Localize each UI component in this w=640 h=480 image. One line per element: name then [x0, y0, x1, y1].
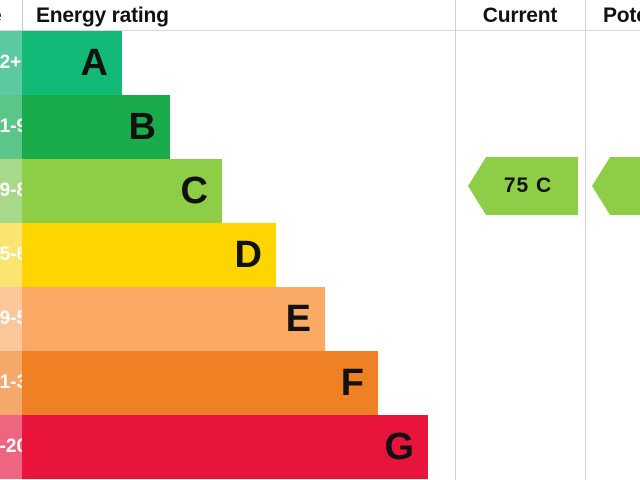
score-range-label: 39-54 — [0, 308, 22, 329]
current-rating-value: 75 C — [503, 174, 553, 197]
score-range-a: 92+ — [0, 31, 22, 95]
score-range-d: 55-68 — [0, 223, 22, 287]
header-current-label: Current — [482, 3, 558, 27]
header-bottom-divider — [22, 30, 640, 31]
score-range-b: 81-91 — [0, 95, 22, 159]
rating-bar-d: D — [22, 223, 276, 287]
header-score-label: e — [0, 4, 2, 28]
rating-band-b: 81-91 B — [0, 95, 640, 159]
rating-band-f: 21-38 F — [0, 351, 640, 415]
header-current-column: Current — [455, 0, 585, 31]
score-range-label: 55-68 — [0, 244, 22, 265]
rating-band-e: 39-54 E — [0, 287, 640, 351]
rating-bar-letter: E — [285, 297, 311, 340]
rating-bar-letter: C — [180, 169, 208, 212]
current-rating-arrow: 75 C — [468, 157, 578, 215]
rating-bar-c: C — [22, 159, 222, 223]
rating-band-d: 55-68 D — [0, 223, 640, 287]
rating-bar-letter: B — [128, 105, 156, 148]
rating-bar-e: E — [22, 287, 325, 351]
score-range-f: 21-38 — [0, 351, 22, 415]
rating-band-a: 92+ A — [0, 31, 640, 95]
rating-bar-a: A — [22, 31, 122, 95]
header-energy-rating-column: Energy rating — [36, 0, 169, 31]
header-potential-label: Potential — [603, 3, 640, 27]
score-range-label: 69-80 — [0, 180, 22, 201]
rating-band-g: 1-20 G — [0, 415, 640, 479]
divider-score-rating — [22, 0, 23, 31]
score-range-label: 21-38 — [0, 372, 22, 393]
rating-bar-letter: F — [340, 361, 364, 404]
rating-bar-letter: A — [80, 41, 108, 84]
rating-bar-b: B — [22, 95, 170, 159]
rating-band-c: 69-80 C — [0, 159, 640, 223]
score-range-label: 92+ — [0, 52, 22, 73]
rating-bar-f: F — [22, 351, 378, 415]
header-score-column: e — [0, 0, 22, 31]
score-range-c: 69-80 — [0, 159, 22, 223]
table-header: e Energy rating Current Potential — [0, 0, 640, 31]
rating-bar-letter: D — [234, 233, 262, 276]
score-range-label: 1-20 — [0, 436, 22, 457]
header-potential-column: Potential — [585, 0, 640, 31]
rating-bar-g: G — [22, 415, 428, 479]
divider-current-potential — [585, 0, 586, 480]
divider-rating-current — [455, 0, 456, 480]
score-range-e: 39-54 — [0, 287, 22, 351]
score-range-label: 81-91 — [0, 116, 22, 137]
header-bottom-divider-score — [0, 30, 22, 31]
rating-bands: 92+ A 81-91 B 69-80 C 55-68 D 39-54 E 21-38 F 1-20 G — [0, 31, 640, 480]
rating-bar-letter: G — [384, 425, 414, 468]
header-energy-rating-label: Energy rating — [36, 3, 169, 27]
score-range-g: 1-20 — [0, 415, 22, 479]
